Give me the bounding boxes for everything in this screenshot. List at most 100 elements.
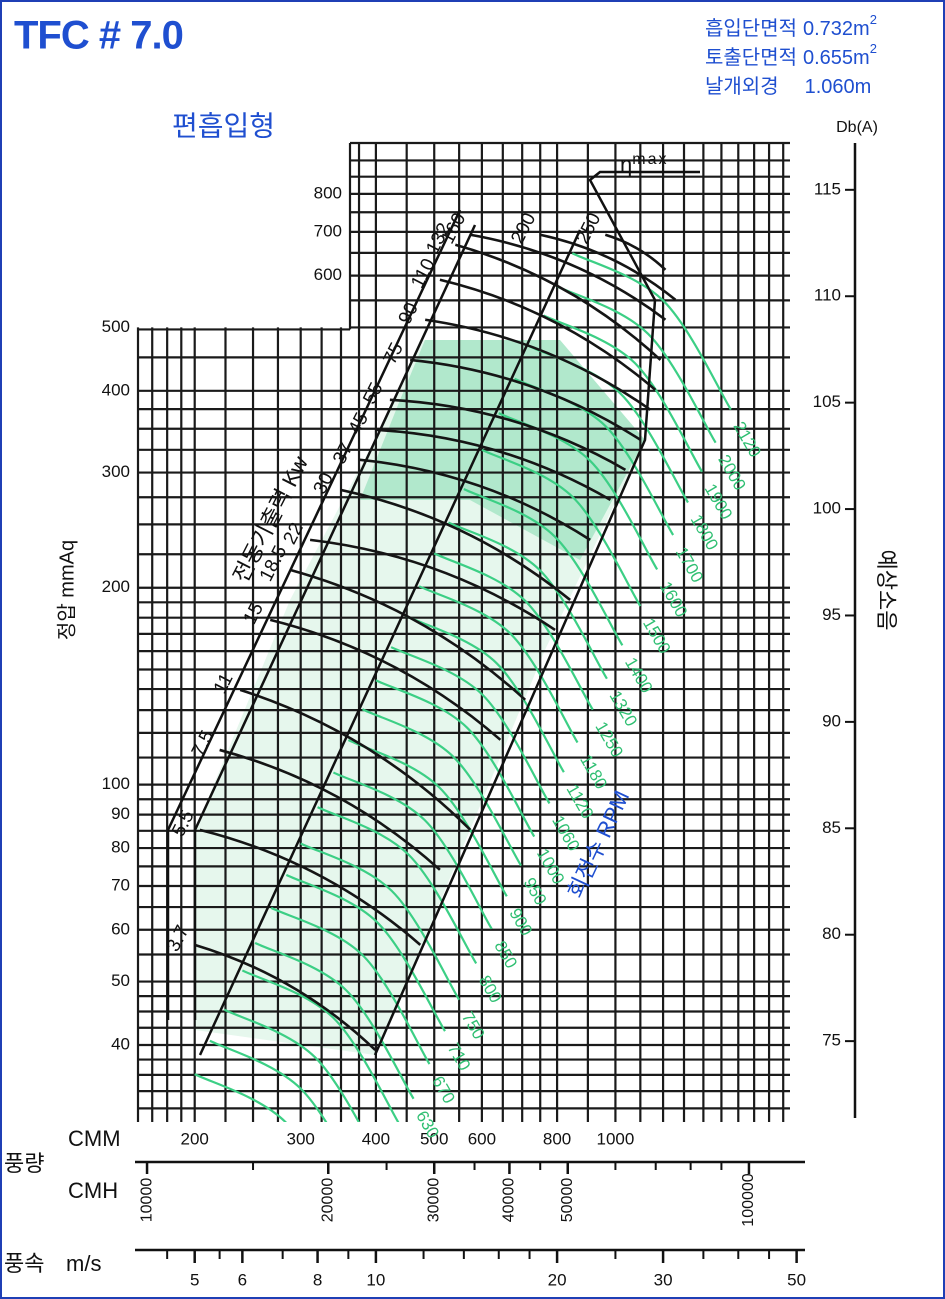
kw-curve (410, 358, 642, 441)
rpm-curve (241, 969, 400, 1122)
chart-subtitle: 편흡입형 (172, 110, 275, 141)
rpm-guide-line (198, 229, 582, 1056)
x-unit: CMM (68, 1126, 121, 1151)
kw-band-inner (193, 224, 477, 1020)
kw-curve (269, 618, 502, 741)
cmh-tick-label: 10000 (138, 1178, 155, 1223)
rpm-curve (270, 906, 431, 1065)
kw-curve (389, 398, 627, 471)
spec-value: 1.060m (805, 76, 872, 98)
cmh-tick-label: 40000 (501, 1178, 518, 1223)
y-tick-label: 500 (102, 317, 130, 336)
rpm-curve (285, 873, 446, 1032)
rpm-curve (418, 585, 579, 744)
kw-curve (375, 428, 612, 501)
velocity-tick-label: 50 (787, 1270, 806, 1289)
cmh-tick-label: 20000 (319, 1178, 336, 1223)
kw-curve (539, 233, 677, 301)
velocity-title: 풍속 (4, 1251, 44, 1276)
kw-curve (309, 538, 556, 632)
velocity-tick-label: 6 (238, 1270, 247, 1289)
spec-label: 날개외경 (705, 75, 779, 98)
x-tick-label: 300 (287, 1129, 315, 1148)
y-tick-label: 200 (102, 577, 130, 596)
x-tick-label: 600 (468, 1129, 496, 1148)
kw-band-outer (166, 209, 462, 1020)
cmh-unit: CMH (68, 1178, 118, 1203)
x-axis-title: 풍량 (4, 1151, 44, 1176)
eta-max-label: ηmax (620, 151, 668, 177)
kw-curve (359, 458, 591, 541)
rpm-curve (543, 314, 704, 473)
rpm-curve (433, 552, 594, 711)
y2-axis-title: 예상소음 (874, 550, 899, 631)
x-tick-label: 800 (543, 1129, 571, 1148)
kw-curve (219, 748, 441, 871)
x-tick-label: 1000 (597, 1129, 635, 1148)
spec-label: 흡입단면적 (705, 17, 797, 40)
rpm-curve (447, 521, 608, 680)
eta-symbol: η (620, 152, 632, 177)
kw-curve (339, 488, 571, 601)
y-tick-label: 600 (314, 265, 342, 284)
kw-curve (239, 688, 472, 831)
velocity-tick-label: 20 (548, 1270, 567, 1289)
rpm-curve (361, 708, 522, 867)
rpm-curve (209, 1039, 328, 1122)
velocity-tick-label: 10 (366, 1270, 385, 1289)
y2-tick-label: 105 (813, 392, 841, 411)
y-tick-label: 700 (314, 221, 342, 240)
y2-tick-label: 110 (814, 286, 841, 305)
x-tick-label: 400 (362, 1129, 390, 1148)
rpm-curve (223, 1008, 360, 1122)
velocity-unit: m/s (66, 1251, 101, 1276)
kw-curve (604, 233, 667, 271)
rpm-curve (481, 448, 642, 607)
y2-tick-label: 90 (822, 711, 841, 730)
spec-sup: 2 (870, 12, 877, 27)
chart-title: TFC # 7.0 (14, 14, 183, 58)
rpm-curve (375, 679, 536, 838)
kw-curve (424, 318, 652, 411)
curves (194, 233, 732, 1122)
y-tick-label: 400 (102, 380, 130, 399)
rpm-curve (254, 941, 415, 1100)
y2-unit: Db(A) (836, 119, 878, 136)
y-tick-label: 70 (111, 875, 130, 894)
kw-curve (439, 278, 657, 391)
eta-max-line (373, 170, 700, 1056)
spec-line: 토출단면적 0.655m2 (705, 41, 877, 69)
velocity-tick-label: 30 (654, 1270, 673, 1289)
y2-tick-label: 100 (813, 499, 841, 518)
kw-curve (199, 828, 422, 946)
y-tick-label: 60 (111, 919, 130, 938)
y2-tick-label: 85 (822, 818, 841, 837)
rpm-curve (405, 614, 565, 773)
rpm-curve (300, 842, 461, 1001)
spec-line: 흡입단면적 0.732m2 (705, 12, 877, 40)
cmh-tick-label: 50000 (559, 1178, 576, 1223)
rpm-curve (556, 285, 717, 444)
spec-value: 0.655m (803, 47, 870, 69)
rpm-curve (390, 646, 551, 805)
y2-tick-label: 75 (822, 1031, 841, 1050)
y-tick-label: 40 (111, 1034, 130, 1053)
y-tick-label: 300 (102, 462, 130, 481)
y-tick-label: 80 (111, 838, 130, 857)
rpm-curve (332, 771, 493, 930)
spec-sup: 2 (870, 41, 877, 56)
velocity-tick-label: 8 (313, 1270, 322, 1289)
spec-label: 토출단면적 (705, 46, 797, 69)
x-tick-label: 200 (181, 1129, 209, 1148)
eta-sup: max (632, 151, 668, 168)
y-axis-title: 정압 mmAq (55, 540, 78, 640)
cmh-tick-label: 30000 (425, 1178, 442, 1223)
rpm-curve (317, 806, 478, 964)
rpm-curve (463, 488, 624, 646)
y-tick-label: 100 (102, 774, 130, 793)
kw-curve (194, 943, 377, 1051)
rpm-curve (571, 252, 732, 411)
y2-tick-label: 95 (822, 605, 841, 624)
